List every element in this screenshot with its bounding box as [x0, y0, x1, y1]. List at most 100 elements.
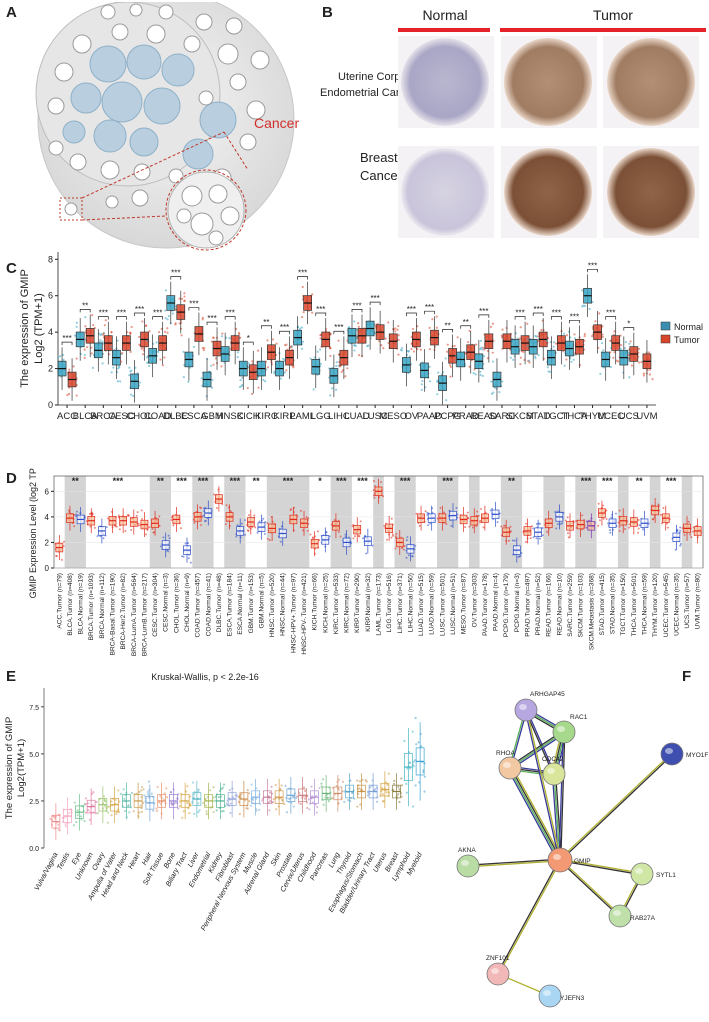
x-tick-label: KICH.Normal (n=25) [322, 573, 329, 633]
box-tumor-UCEC [609, 321, 623, 365]
x-tick-label: BRCA-LumB.Tumor (n=217) [141, 573, 148, 656]
box-Biliary Tract [178, 782, 192, 820]
box-Esophagus/Stomach [356, 773, 368, 810]
sig-bracket-OV [406, 312, 417, 317]
box-normal-CESC [109, 336, 123, 383]
box-PCPG.Tumor (n=179) [500, 519, 512, 545]
box-normal-SARC [490, 358, 504, 401]
box-LIHC.Tumor (n=371) [394, 529, 406, 555]
box-GBM.Tumor (n=153) [246, 509, 257, 535]
edge-GMIP-RHOA [511, 766, 563, 860]
box-Pancreas [320, 775, 333, 812]
x-tick-label: STAD.Normal (n=35) [610, 573, 617, 634]
box-normal-THYM [581, 274, 594, 318]
box-Testis [61, 797, 73, 835]
x-tick-label: SKCM.Tumor (n=103) [578, 573, 585, 637]
node-GMIP [547, 847, 573, 873]
box-GBM.Normal (n=5) [256, 514, 267, 540]
x-tick-label-DLBC: DLBC [163, 411, 188, 422]
x-tick-label: LUSC.Tumor (n=501) [439, 573, 446, 636]
sig-BLCA: ** [82, 301, 88, 310]
box-normal-ESCA [182, 338, 196, 383]
x-tick-label-BLCA: BLCA [73, 411, 98, 422]
sig-bracket-KIRC [261, 325, 272, 329]
box-HNSC-HPV+.Tumor (n=97) [289, 506, 299, 532]
sig-LUAD: *** [352, 301, 361, 310]
box-SKCM.Metastasis (n=368) [585, 513, 596, 539]
box-PCPG.Normal (n=3) [511, 537, 523, 563]
node-RAB27A [608, 904, 632, 928]
node-label-YJEFN3: YJEFN3 [560, 995, 585, 1002]
shade-COAD [192, 476, 214, 568]
sig-PCPG: ** [508, 476, 516, 486]
box-normal-ACC [57, 347, 67, 390]
box-tumor-THCA [573, 325, 586, 369]
box-ACC.Tumor (n=79) [54, 535, 66, 561]
x-tick-label-LIHC: LIHC [328, 411, 350, 422]
box-normal-LAML [290, 316, 305, 359]
x-tick-label: ESCA.Normal (n=11) [237, 573, 244, 635]
y-axis-title-2: Log2(TPM+1) [16, 739, 27, 797]
panel-label-d: D [6, 470, 17, 487]
sig-bracket-LUAD [351, 309, 363, 313]
row2-label-a: Breast [360, 150, 398, 165]
edge-GMIP-CDC42 [554, 773, 563, 860]
sig-bracket-THYM [587, 268, 598, 273]
box-LUSC.Tumor (n=501) [436, 505, 448, 531]
box-Myeloid [413, 716, 426, 801]
y-tick-label: 4 [45, 513, 50, 522]
x-tick-label: OV.Tumor (n=303) [471, 573, 478, 627]
box-CHOL.Tumor (n=36) [170, 506, 183, 532]
x-tick-label: PRAD.Tumor (n=497) [524, 573, 531, 637]
shade-BLCA [64, 476, 86, 568]
box-tumor-STAD [537, 318, 549, 361]
sig-KIRC: ** [263, 318, 269, 327]
box-Bladder/Urinary Tract [366, 773, 379, 810]
box-LUAD.Normal (n=59) [426, 505, 436, 531]
x-tick-label: BRCA-Basal.Tumor (n=190) [110, 573, 117, 655]
sig-bracket-SKCM [514, 316, 526, 320]
box-tumor-LIHC [337, 336, 349, 379]
x-tick-label: COAD.Normal (n=41) [205, 573, 212, 636]
box-tumor-THYM [591, 310, 604, 354]
box-tumor-DLBC [174, 290, 186, 337]
y-axis-title-1: The expression of GMIP [19, 269, 31, 388]
panel-d-chart: 0 2 4 6 GMIP Expression Level (log2 TPM) ACC.… [28, 468, 704, 656]
x-tick-label: HNSC.Tumor (n=520) [269, 573, 276, 637]
x-tick-label: GBM.Normal (n=5) [258, 573, 265, 629]
sig-LAML: *** [298, 269, 307, 278]
edge-GMIP-SYTL1 [560, 858, 643, 874]
sig-bracket-ACC [61, 341, 73, 346]
sig-PRAD: ** [463, 318, 469, 327]
x-tick-label-PAAD: PAAD [417, 411, 442, 422]
shade-ESCA [224, 476, 246, 568]
y-axis-title-2: Log2 (TPM+1) [33, 293, 45, 364]
edge-GMIP-ZNF101 [498, 860, 562, 975]
box-normal-LUSC [365, 307, 377, 350]
panel-label-b: B [322, 4, 333, 21]
panel-e-chart: Kruskal-Wallis, p < 2.2e-16 0.0 2.5 5.0 7.5 T… [4, 672, 426, 932]
box-BLCA.Normal (n=19) [75, 506, 86, 532]
x-tick-label: LIHC.Tumor (n=371) [397, 573, 404, 633]
x-tick-label: KIRC.Normal (n=72) [344, 573, 351, 633]
box-Skin [272, 778, 286, 816]
box-Childhood [307, 778, 321, 816]
row1-label-a: Uterine Corpus [338, 71, 412, 83]
node-RAC1 [552, 720, 576, 744]
legend-normal-label: Normal [674, 322, 703, 332]
box-LAML.Tumor (n=173) [372, 478, 385, 504]
x-tick-label: HNSC.Normal (n=44) [280, 573, 287, 636]
box-PRAD.Tumor (n=497) [522, 518, 534, 544]
x-tick-label: HNSC-HPV-.Tumor (n=421) [301, 573, 308, 655]
box-PAAD.Tumor (n=178) [479, 505, 489, 531]
box-normal-COAD [145, 334, 160, 378]
box-UCS.Tumor (n=57) [681, 515, 693, 541]
x-tick-label: HNSC-HPV+.Tumor (n=97) [290, 573, 297, 653]
x-tick-label-ESCA: ESCA [181, 411, 208, 422]
box-BRCA.Normal (n=112) [96, 518, 108, 544]
sig-bracket-COAD [152, 316, 164, 320]
box-Heart [132, 782, 145, 820]
blue-bubbles [62, 44, 237, 170]
box-BRCA-LumA.Tumor (n=564) [127, 509, 140, 535]
box-Ampulla of Vater [108, 786, 121, 824]
